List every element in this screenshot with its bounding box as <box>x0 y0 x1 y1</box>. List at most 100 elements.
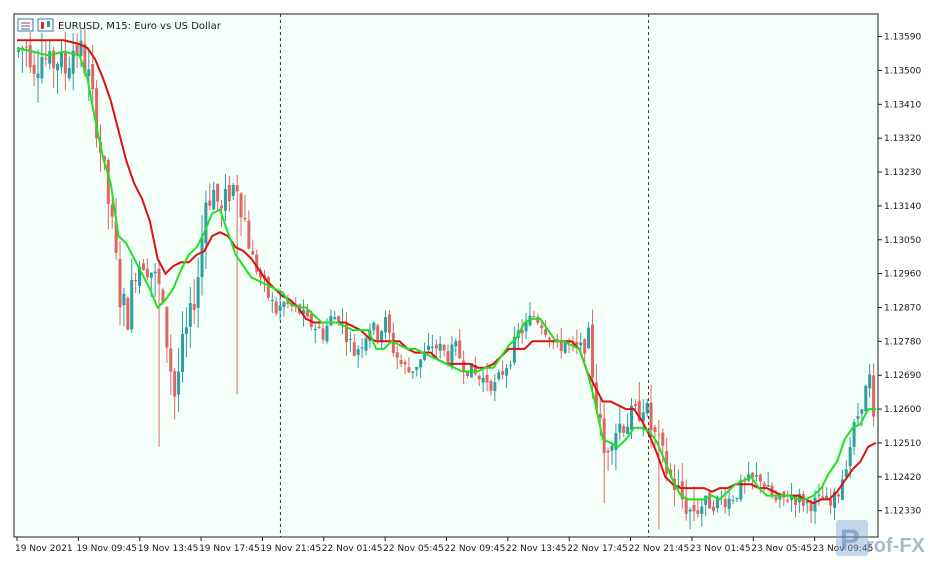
symbol-title: EURUSD, M15: Euro vs US Dollar <box>58 21 222 32</box>
candle <box>653 424 657 449</box>
candle <box>239 191 243 237</box>
candle <box>766 471 770 487</box>
candle <box>505 363 509 389</box>
price-tick-label: 1.12960 <box>884 270 921 280</box>
candle <box>520 318 524 344</box>
candle <box>575 329 579 355</box>
candle <box>645 399 649 418</box>
candle <box>231 182 235 201</box>
time-tick-label: 22 Nov 13:45 <box>506 544 567 554</box>
candle <box>825 486 829 501</box>
time-tick-label: 22 Nov 09:45 <box>445 544 506 554</box>
candle <box>278 294 282 321</box>
candle <box>59 40 63 74</box>
candle <box>864 384 868 412</box>
candle <box>305 304 309 318</box>
candle <box>446 344 450 367</box>
candle <box>36 49 40 103</box>
candle <box>524 312 528 340</box>
candle <box>87 47 91 101</box>
price-tick-label: 1.12870 <box>884 303 921 313</box>
candle <box>145 258 149 281</box>
candle <box>67 56 71 81</box>
candle <box>173 368 177 420</box>
candle <box>602 403 606 504</box>
time-tick-label: 23 Nov 01:45 <box>690 544 751 554</box>
candle <box>403 359 407 375</box>
watermark-text: rof-FX <box>866 535 926 557</box>
candle <box>762 480 766 492</box>
price-tick-label: 1.12690 <box>884 371 921 381</box>
candle <box>805 499 809 514</box>
candle <box>836 492 840 504</box>
candle <box>411 371 415 380</box>
candle <box>626 413 630 435</box>
watermark-mark: P <box>840 524 860 557</box>
price-tick-label: 1.13140 <box>884 202 921 212</box>
candle <box>458 328 462 360</box>
candle <box>712 500 716 516</box>
candle <box>739 474 743 502</box>
candle <box>622 423 626 437</box>
time-tick-label: 19 Nov 17:45 <box>199 544 260 554</box>
candle <box>657 420 661 530</box>
candle <box>641 399 645 437</box>
candle <box>606 447 610 471</box>
candle <box>727 489 731 517</box>
time-axis: 19 Nov 2021 19 Nov 09:45 19 Nov 13:45 19 No… <box>15 537 873 554</box>
price-tick-label: 1.12330 <box>884 507 921 517</box>
candle <box>165 306 169 363</box>
candle <box>559 327 563 359</box>
time-tick-label: 22 Nov 21:45 <box>629 544 690 554</box>
candle <box>333 310 337 320</box>
candle <box>106 157 110 230</box>
candle <box>735 497 739 502</box>
candle <box>415 366 419 377</box>
time-tick-label: 19 Nov 09:45 <box>76 544 137 554</box>
price-tick-label: 1.12600 <box>884 405 921 415</box>
candle <box>126 295 130 331</box>
candle <box>227 176 231 212</box>
candle <box>274 297 278 316</box>
candle <box>247 210 251 250</box>
candle <box>493 374 497 402</box>
time-tick-label: 22 Nov 17:45 <box>567 544 628 554</box>
candle <box>364 336 368 356</box>
candle <box>872 363 876 427</box>
candlestick-icon[interactable] <box>37 18 54 32</box>
candle <box>122 287 126 327</box>
candle <box>618 406 622 441</box>
candle <box>544 319 548 338</box>
candle <box>754 462 758 482</box>
candle <box>610 441 614 465</box>
candle <box>114 198 118 260</box>
time-tick-label: 22 Nov 05:45 <box>383 544 444 554</box>
candle <box>797 488 801 513</box>
candle <box>118 240 122 326</box>
candle <box>852 418 856 455</box>
candle <box>56 61 60 94</box>
candle <box>700 500 704 527</box>
candle <box>731 494 735 504</box>
candle <box>380 329 384 349</box>
slow-moving-average-line <box>17 39 877 505</box>
price-axis: 1.13590 1.13500 1.13410 1.13320 1.13230 1.131… <box>878 33 921 517</box>
price-tick-label: 1.13230 <box>884 168 921 178</box>
time-tick-label: 23 Nov 05:45 <box>751 544 812 554</box>
price-tick-label: 1.13320 <box>884 134 921 144</box>
time-tick-label: 19 Nov 2021 <box>15 544 73 554</box>
candle <box>696 500 700 518</box>
candle <box>633 399 637 410</box>
candle <box>395 346 399 370</box>
price-tick-label: 1.12420 <box>884 473 921 483</box>
candle <box>387 309 391 343</box>
candle <box>462 350 466 384</box>
chart-menu-icon[interactable] <box>17 18 34 32</box>
chart-header: EURUSD, M15: Euro vs US Dollar <box>17 18 222 32</box>
candle <box>153 262 157 298</box>
candle <box>583 337 587 363</box>
price-tick-label: 1.13050 <box>884 236 921 246</box>
candle <box>270 291 274 314</box>
